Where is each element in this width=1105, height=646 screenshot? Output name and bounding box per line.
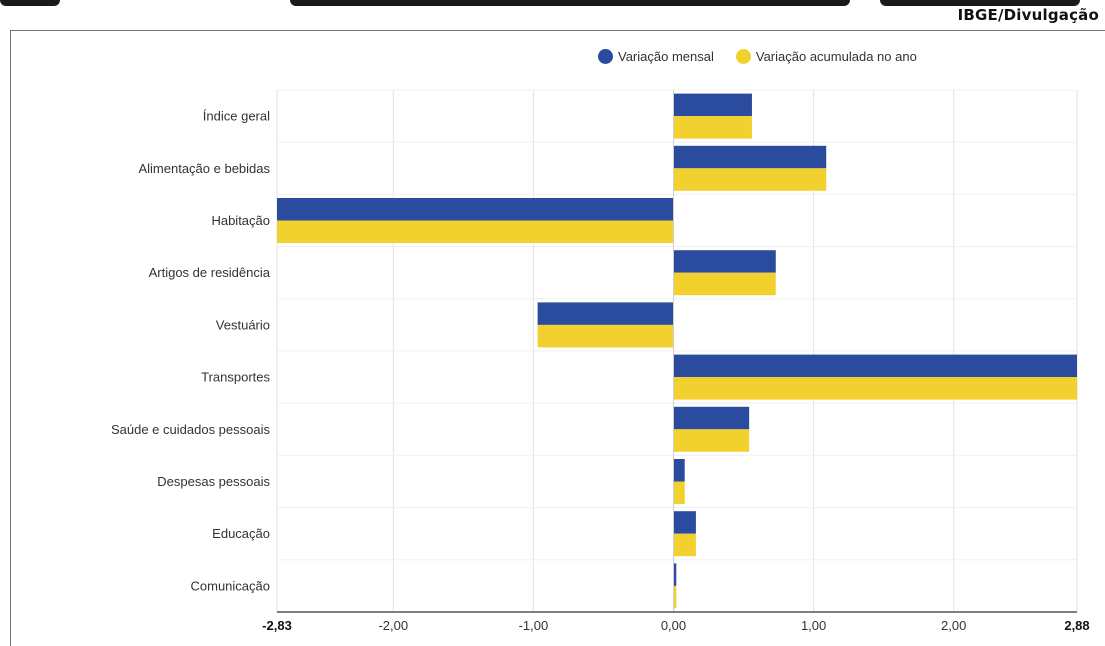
bar-monthly-0 xyxy=(673,93,752,117)
category-label-1: Alimentação e bebidas xyxy=(138,161,270,176)
category-label-6: Saúde e cuidados pessoais xyxy=(111,422,271,437)
category-label-8: Educação xyxy=(212,526,270,541)
x-tick-label-0: -2,83 xyxy=(262,618,292,633)
legend-item-accumulated: Variação acumulada no ano xyxy=(735,49,917,64)
bar-monthly-9 xyxy=(673,563,677,586)
bar-accumulated-4 xyxy=(537,324,674,348)
x-tick-label-3: 0,00 xyxy=(661,618,686,633)
bar-monthly-3 xyxy=(673,250,776,273)
legend-item-monthly: Variação mensal xyxy=(598,49,714,64)
x-tick-label-5: 2,00 xyxy=(941,618,966,633)
x-tick-label-6: 2,88 xyxy=(1064,618,1089,633)
bar-accumulated-9 xyxy=(673,585,677,609)
category-label-3: Artigos de residência xyxy=(149,265,271,280)
bar-accumulated-5 xyxy=(673,377,1077,400)
category-label-9: Comunicação xyxy=(191,578,271,593)
bar-accumulated-2 xyxy=(277,220,674,243)
category-label-0: Índice geral xyxy=(203,109,270,124)
category-label-2: Habitação xyxy=(211,213,270,228)
category-label-7: Despesas pessoais xyxy=(157,474,270,489)
bar-monthly-6 xyxy=(673,406,750,430)
bar-monthly-8 xyxy=(673,511,696,534)
bar-monthly-1 xyxy=(673,145,827,169)
bar-monthly-2 xyxy=(277,198,674,221)
category-label-5: Transportes xyxy=(201,370,270,385)
x-tick-label-2: -1,00 xyxy=(519,618,549,633)
bar-monthly-4 xyxy=(537,302,674,325)
chart-legend: Variação mensal Variação acumulada no an… xyxy=(598,49,939,64)
bar-accumulated-1 xyxy=(673,168,827,191)
x-tick-label-1: -2,00 xyxy=(378,618,408,633)
bar-monthly-7 xyxy=(673,459,685,482)
chart-frame xyxy=(10,30,1105,646)
top-title-fragment xyxy=(0,0,1105,6)
legend-dot-accumulated xyxy=(735,49,751,64)
legend-label-monthly: Variação mensal xyxy=(618,49,714,64)
legend-dot-monthly xyxy=(598,49,613,64)
bar-accumulated-6 xyxy=(673,429,750,452)
bar-accumulated-3 xyxy=(673,272,776,296)
image-credit: IBGE/Divulgação xyxy=(957,6,1099,24)
legend-label-accumulated: Variação acumulada no ano xyxy=(755,49,917,64)
bar-accumulated-8 xyxy=(673,533,696,557)
bar-monthly-5 xyxy=(673,354,1077,378)
bar-accumulated-7 xyxy=(673,481,685,504)
bar-accumulated-0 xyxy=(673,116,752,139)
category-label-4: Vestuário xyxy=(216,317,270,332)
x-tick-label-4: 1,00 xyxy=(801,618,826,633)
